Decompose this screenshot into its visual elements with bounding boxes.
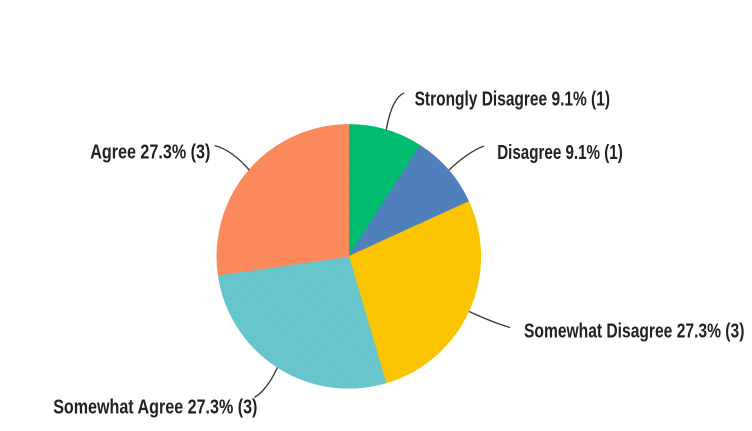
svg-text:Somewhat Agree 27.3% (3): Somewhat Agree 27.3% (3) (53, 395, 257, 418)
svg-text:Strongly Disagree 9.1% (1): Strongly Disagree 9.1% (1) (415, 87, 610, 110)
svg-text:Agree 27.3% (3): Agree 27.3% (3) (90, 141, 210, 164)
svg-text:Somewhat Disagree 27.3% (3): Somewhat Disagree 27.3% (3) (524, 320, 744, 343)
svg-text:Disagree 9.1% (1): Disagree 9.1% (1) (497, 141, 623, 164)
